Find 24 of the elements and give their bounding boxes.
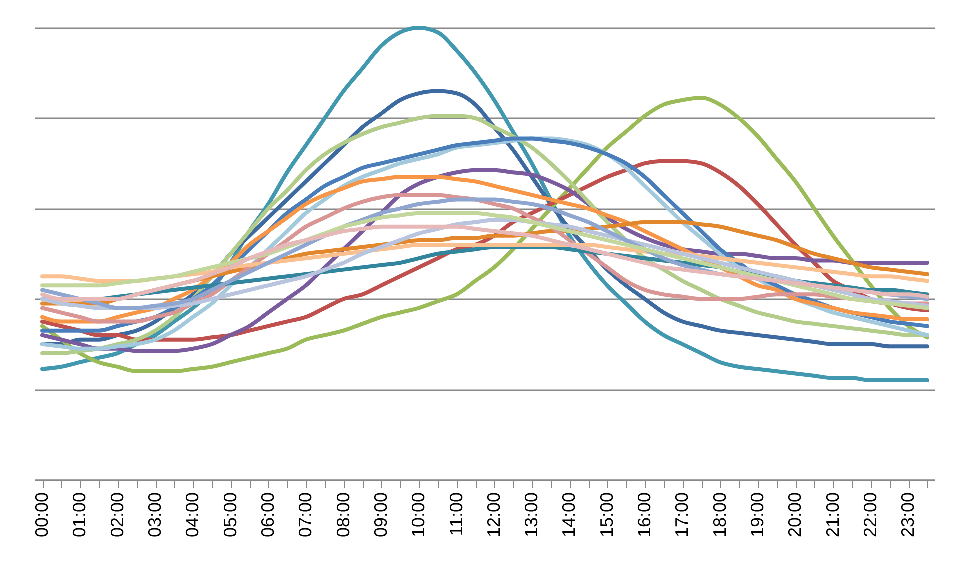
- x-tick-label: 22:00: [860, 492, 880, 538]
- x-tick-label: 14:00: [559, 492, 580, 538]
- x-tick-label: 05:00: [220, 492, 240, 538]
- x-tick-label: 15:00: [596, 492, 617, 538]
- x-tick-label: 13:00: [522, 492, 542, 538]
- x-tick-label: 01:00: [70, 492, 90, 538]
- x-tick-label: 16:00: [634, 492, 655, 538]
- x-tick-label: 02:00: [107, 492, 128, 538]
- x-tick-label: 21:00: [822, 492, 843, 538]
- x-tick-label: 10:00: [408, 492, 429, 538]
- x-tick-label: 19:00: [748, 492, 768, 538]
- x-tick-label: 07:00: [296, 492, 316, 538]
- x-tick-label: 03:00: [145, 492, 165, 538]
- x-tick-label: 04:00: [182, 492, 203, 538]
- x-tick-label: 18:00: [710, 492, 730, 538]
- x-tick-label: 08:00: [333, 492, 354, 538]
- x-tick-label: 00:00: [32, 492, 52, 538]
- x-tick-label: 09:00: [370, 492, 391, 538]
- x-tick-label: 17:00: [672, 492, 692, 538]
- x-tick-label: 12:00: [484, 492, 504, 538]
- x-tick-label: 06:00: [258, 492, 278, 538]
- x-tick-label: 20:00: [785, 492, 806, 538]
- x-tick-label: 11:00: [446, 492, 466, 536]
- x-tick-label: 23:00: [898, 492, 918, 538]
